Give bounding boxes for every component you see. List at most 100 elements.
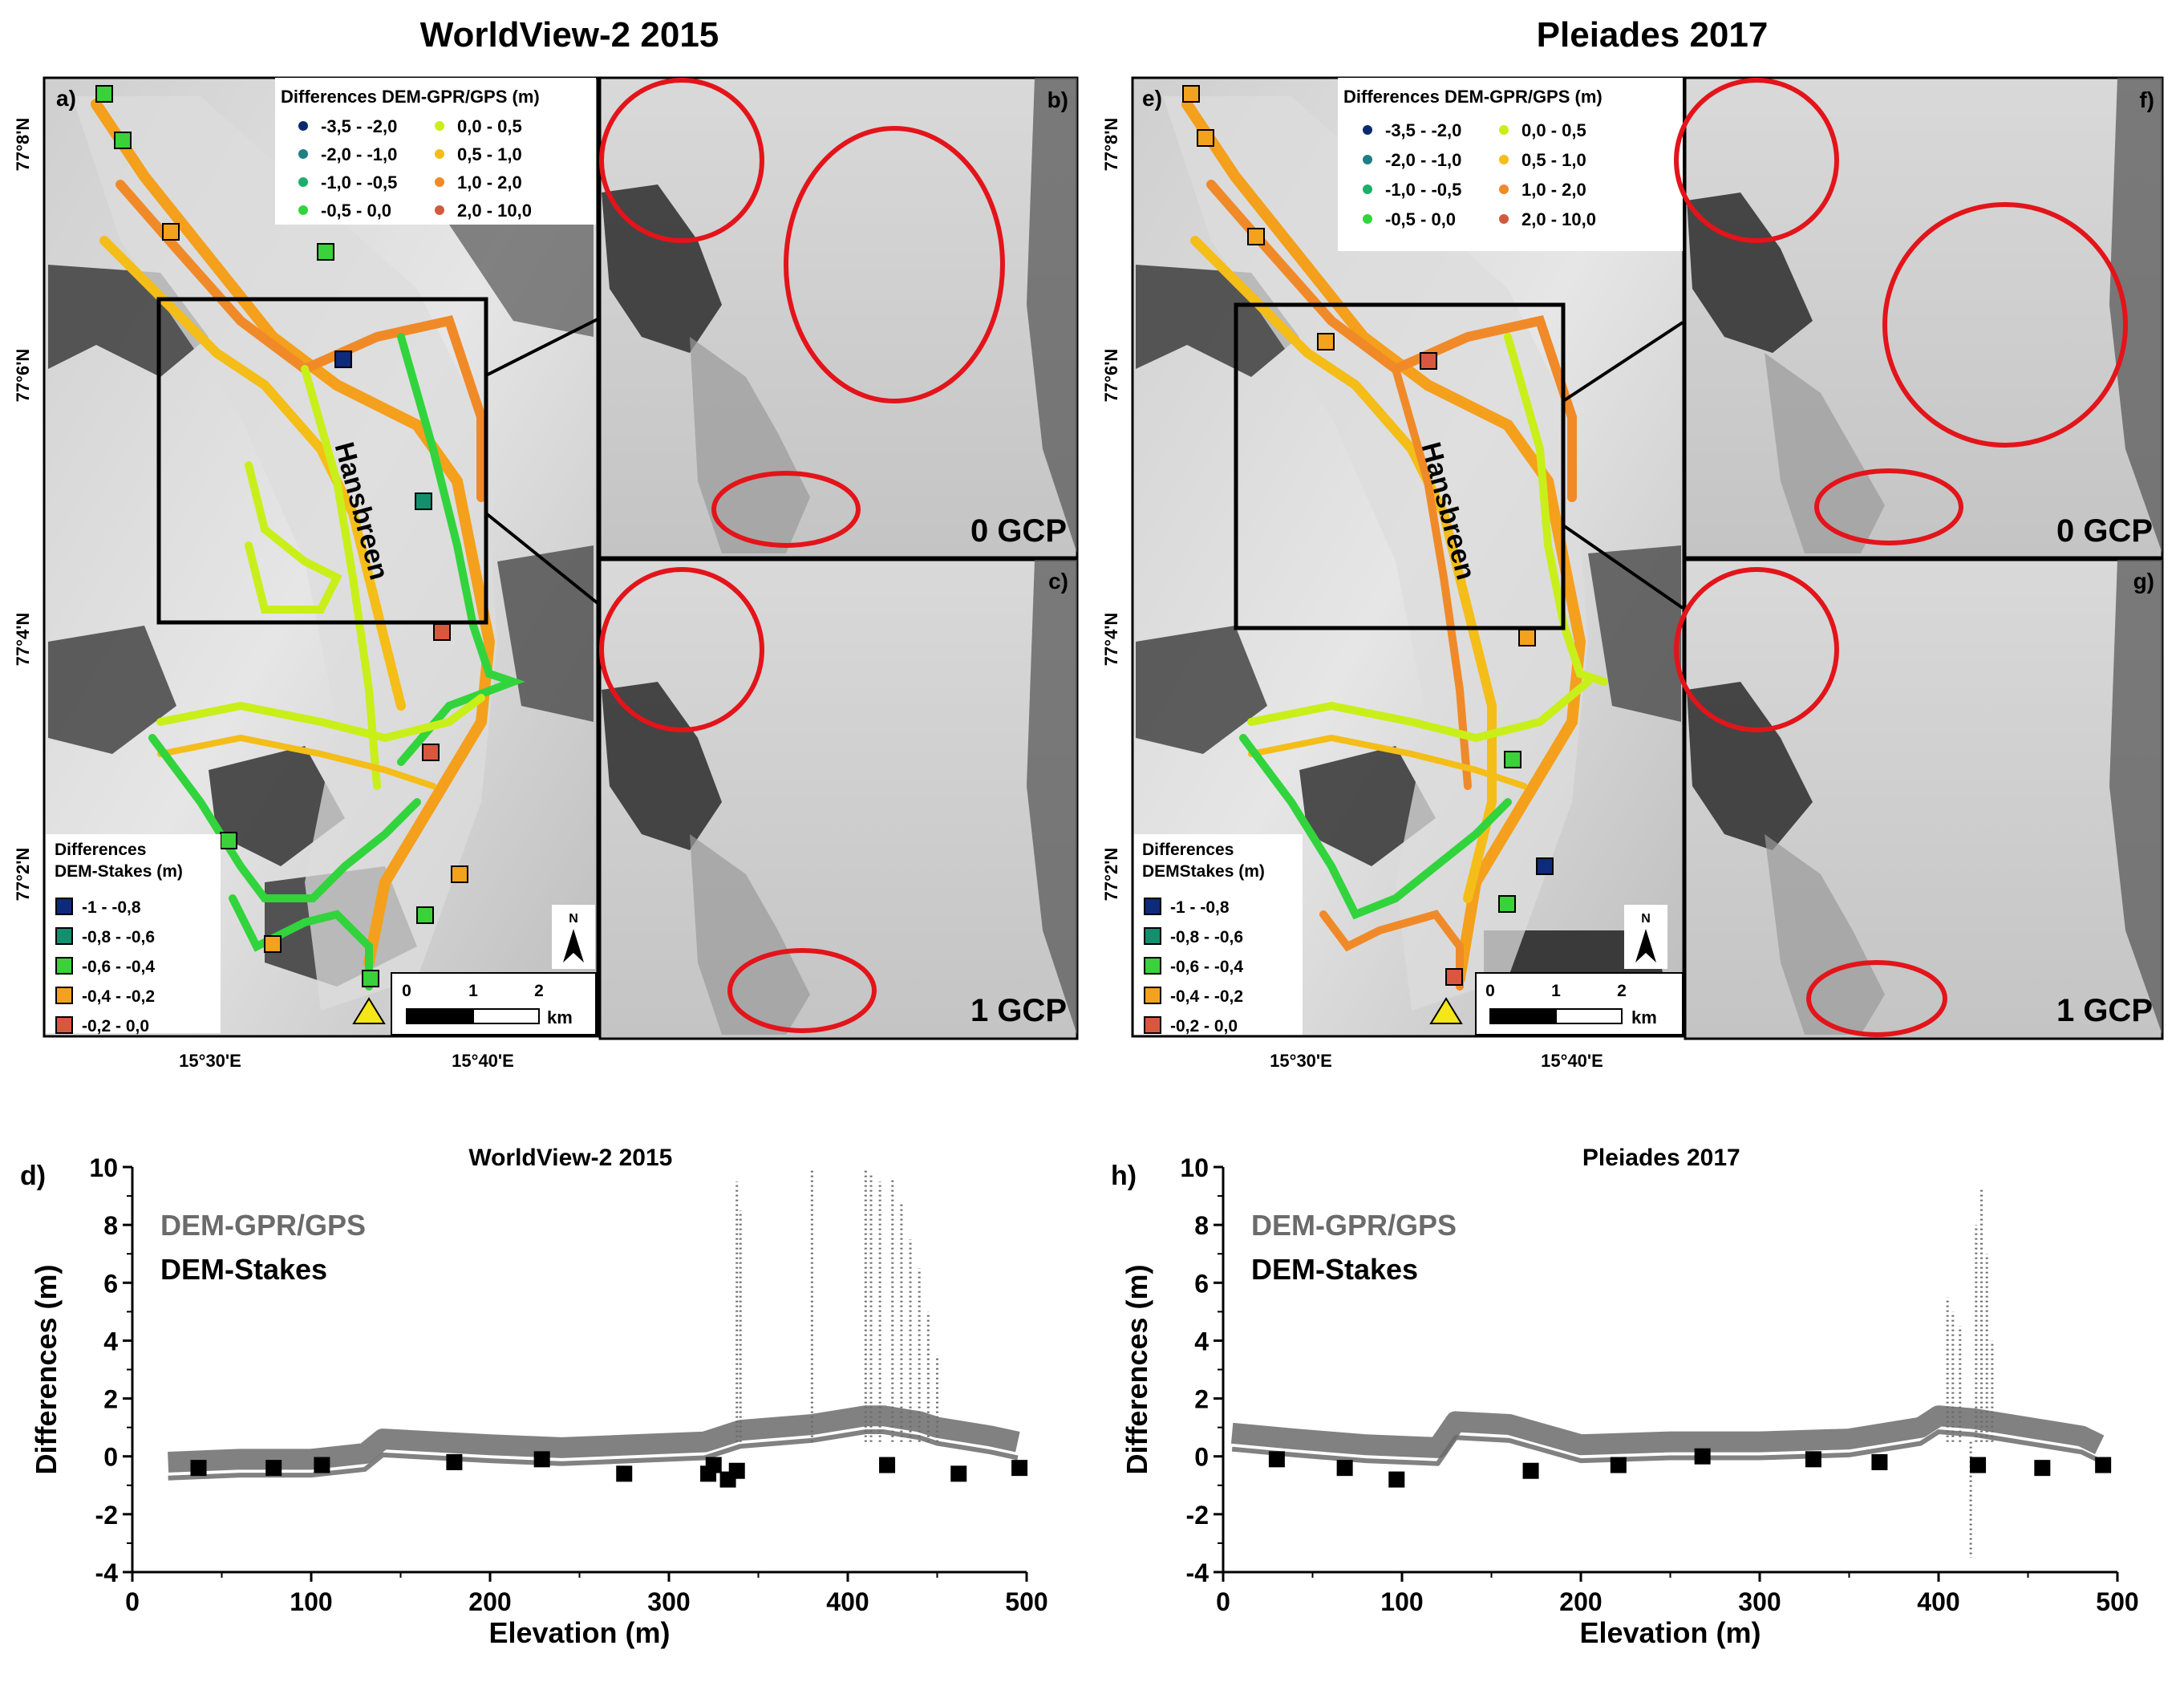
chart-title: WorldView-2 2015 [468, 1145, 672, 1171]
stake-marker [415, 492, 432, 510]
circle-c-2 [727, 948, 877, 1033]
stake-point [728, 1462, 745, 1479]
legend-stakes-swatch [1144, 957, 1161, 975]
panel-label-a: a) [56, 86, 76, 111]
x-tick-label: 400 [826, 1587, 869, 1616]
legend-stakes-title: DEM-Stakes (m) [55, 862, 183, 881]
map-g-rock [2109, 560, 2162, 1035]
stake-point [1388, 1471, 1405, 1488]
y-tick-label: 10 [1180, 1153, 1209, 1182]
x-tick-label: 0 [1216, 1587, 1230, 1616]
stake-marker [1498, 895, 1516, 913]
stake-point [314, 1457, 330, 1473]
x-tick-label: 500 [1005, 1587, 1047, 1616]
legend-gps-label: 0,0 - 0,5 [1522, 120, 1586, 140]
stake-point [1805, 1451, 1821, 1468]
stake-marker [362, 970, 379, 987]
stake-point [705, 1457, 722, 1473]
map-b-rock [690, 337, 810, 553]
scale-tick: 2 [1617, 982, 1627, 1000]
stake-point [1011, 1460, 1028, 1477]
y-tick-label: 2 [1194, 1385, 1209, 1414]
legend-stakes-items: -1 - -0,8 -0,8 - -0,6 -0,6 - -0,4 -0,4 - -0… [55, 898, 155, 1035]
map-panel-a: Hansbreen a) Differences DEM-GPR/GPS (m)… [13, 76, 599, 1071]
legend-stakes-label: -0,8 - -0,6 [1170, 928, 1243, 946]
base-station-triangle [352, 997, 386, 1024]
legend-stakes-swatch [55, 898, 73, 915]
legend-stakes-label: -0,6 - -0,4 [82, 958, 155, 976]
scale-bar-black [406, 1008, 474, 1024]
legend-gps-swatch [1499, 125, 1509, 135]
y-axis-label: Differences (m) [1120, 1264, 1153, 1474]
gpr-track-a-main [91, 99, 496, 968]
legend-gps-swatch [435, 205, 444, 215]
circle-b-1 [599, 78, 764, 243]
stake-marker [433, 623, 451, 641]
legend-stakes-swatch [55, 987, 73, 1004]
legend-gps-label: DEM-GPR/GPS [160, 1209, 366, 1242]
stake-point [533, 1451, 550, 1468]
legend-gps-swatch [1499, 155, 1509, 164]
map-e-glacier [1163, 96, 1588, 1011]
x-axis-label: Elevation (m) [488, 1616, 670, 1649]
stake-marker [1317, 333, 1335, 351]
scale-bar-black [1489, 1008, 1557, 1024]
gps-series-band [168, 1405, 1020, 1473]
stake-marker [1182, 85, 1200, 103]
scale-bar-box [391, 972, 597, 1035]
scale-tick: 1 [1551, 982, 1561, 1000]
scale-tick: 0 [402, 982, 411, 1000]
stake-marker [220, 832, 237, 849]
legend-gps-swatch [1499, 214, 1509, 224]
stake-marker [1420, 352, 1437, 370]
legend-stakes-swatch [55, 957, 73, 975]
legend-gps-items: -3,5 - -2,0 -2,0 - -1,0 -1,0 - -0,5 -0,5 - … [1363, 120, 1596, 229]
lat-label: 77°6'N [1101, 349, 1121, 403]
legend-gps-label: -2,0 - -1,0 [321, 144, 397, 164]
stake-marker [114, 132, 132, 149]
legend-gps-title: Differences DEM-GPR/GPS (m) [281, 87, 540, 107]
scale-unit: km [547, 1007, 573, 1027]
x-tick-label: 100 [290, 1587, 332, 1616]
stake-marker [1504, 751, 1522, 768]
chart-panel-label: d) [20, 1161, 46, 1191]
y-tick-label: 6 [103, 1269, 118, 1298]
map-a-rock [497, 545, 594, 722]
title-left: WorldView-2 2015 [420, 15, 719, 55]
base-station-triangle [1429, 997, 1463, 1024]
map-c-rock [1027, 560, 1077, 1035]
legend-gps-label: 1,0 - 2,0 [457, 172, 522, 193]
zoom-box-e [1234, 302, 1566, 630]
panel-label-c: c) [1048, 569, 1068, 594]
legend-gps-title: Differences DEM-GPR/GPS (m) [1343, 87, 1603, 107]
map-e-rock [1136, 626, 1267, 754]
lat-label: 77°8'N [1101, 118, 1121, 172]
chart-title: Pleiades 2017 [1582, 1145, 1740, 1171]
legend-stakes-swatch [1144, 1016, 1161, 1034]
stake-marker [451, 865, 468, 883]
zoom-arrow [1562, 321, 1684, 403]
legend-stakes-swatch [1144, 987, 1161, 1004]
stake-point [1871, 1453, 1888, 1470]
north-label: N [1641, 912, 1651, 926]
map-panel-e: Hansbreen e) Differences DEM-GPR/GPS (m)… [1101, 76, 1685, 1071]
legend-gps-label: -3,5 - -2,0 [1385, 120, 1461, 140]
legend-stakes-title: Differences [55, 841, 146, 859]
y-tick-label: 0 [103, 1443, 118, 1472]
legend-gps-swatch [298, 177, 308, 187]
legend-stakes-label: DEM-Stakes [1251, 1253, 1418, 1286]
gpr-track-a-low [157, 734, 436, 789]
gpr-track-a-upper [301, 365, 381, 790]
stake-marker [1536, 857, 1554, 875]
lon-label: 15°30'E [1270, 1051, 1332, 1071]
north-label: N [569, 912, 578, 926]
map-g-rock [1687, 682, 1813, 850]
legend-gps-label: -0,5 - 0,0 [321, 201, 391, 221]
map-c-rock [602, 682, 722, 850]
map-f-rock [1765, 353, 1885, 553]
map-a-rock [209, 746, 345, 866]
zoom-arrow [1562, 524, 1684, 610]
legend-stakes-label: -1 - -0,8 [82, 898, 141, 917]
legend-gps-swatch [298, 149, 308, 159]
